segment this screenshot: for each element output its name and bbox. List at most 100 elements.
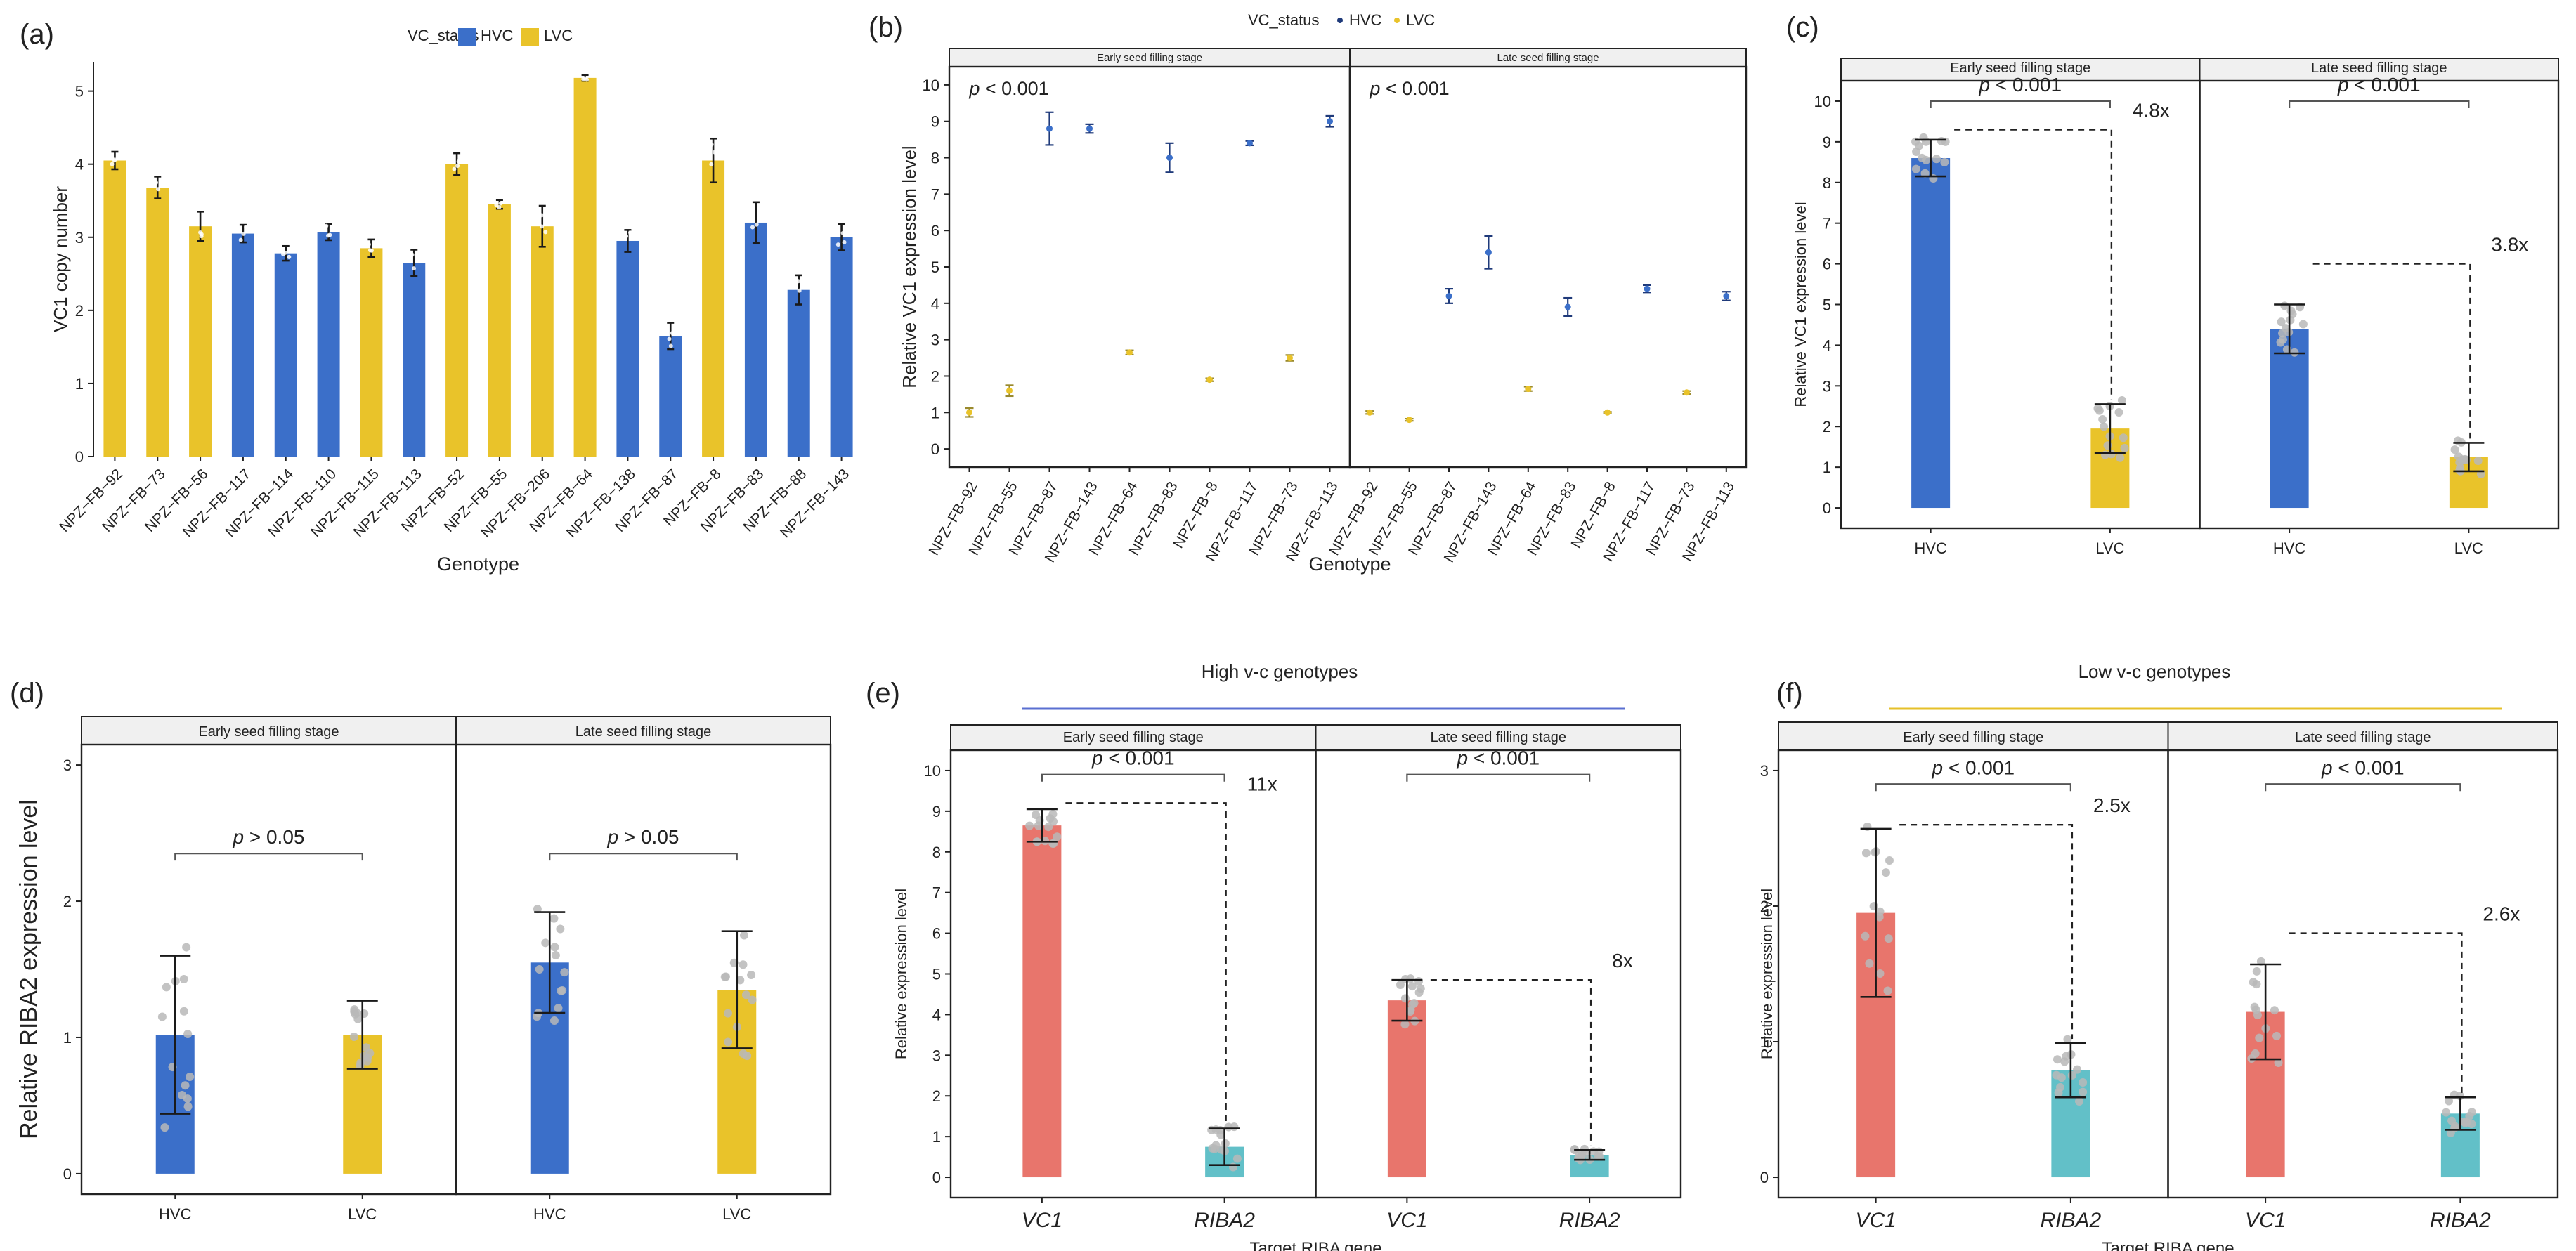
x-tick-label: VC1 [1386, 1209, 1427, 1232]
data-point [157, 1012, 167, 1021]
data-point [1086, 125, 1093, 132]
y-tick-label: 0 [1823, 499, 1831, 517]
data-point [1885, 856, 1894, 865]
data-point [2120, 443, 2129, 452]
legend-label-hvc: HVC [481, 27, 514, 44]
data-point [2063, 1035, 2072, 1044]
data-point [1208, 1144, 1217, 1153]
y-tick-label: 10 [1814, 93, 1831, 110]
y-tick-label: 3 [1823, 377, 1831, 395]
data-point [1232, 1154, 1242, 1163]
facet-label: Late seed filling stage [2295, 730, 2431, 745]
y-axis-title: Relative RIBA2 expression level [15, 799, 42, 1139]
y-tick-label: 0 [931, 440, 939, 458]
data-point [624, 234, 629, 239]
legend-dot-hvc [1337, 18, 1343, 23]
data-point [1228, 1162, 1237, 1172]
significance-bracket [1041, 773, 1225, 782]
bar [488, 204, 511, 457]
data-point [797, 288, 802, 293]
bar [403, 263, 426, 457]
data-point [1911, 137, 1920, 146]
y-tick-label: 4 [1823, 336, 1831, 354]
panel-label-e: (e) [866, 678, 900, 709]
y-tick-label: 1 [932, 1128, 941, 1146]
legend-title: VC_status [1248, 11, 1320, 29]
x-tick-label: VC1 [1855, 1209, 1896, 1232]
data-point [1410, 999, 1419, 1008]
data-point [670, 331, 675, 336]
data-point [199, 232, 204, 237]
p-value: p > 0.05 [607, 826, 679, 848]
data-point [736, 976, 745, 985]
facet-frame [2167, 749, 2559, 1199]
data-point [712, 150, 717, 155]
data-point [282, 250, 287, 255]
facet-strip [2167, 721, 2558, 751]
data-point [1564, 303, 1571, 310]
bar [702, 160, 725, 457]
x-tick-label: VC1 [2245, 1209, 2286, 1232]
facet-frame [1777, 749, 2169, 1199]
data-point [1044, 823, 1053, 832]
panel-label-a: (a) [20, 19, 54, 50]
fold-change-label: 2.5x [2093, 794, 2131, 816]
data-point [2277, 317, 2286, 327]
x-tick-label: LVC [2454, 539, 2483, 557]
data-point [724, 1037, 733, 1047]
data-point [2252, 967, 2261, 976]
data-point [2270, 1006, 2279, 1015]
data-point [497, 205, 502, 210]
data-point [349, 1033, 358, 1042]
y-tick-label: 0 [75, 448, 84, 466]
data-point [112, 158, 117, 163]
y-tick-label: 7 [1823, 215, 1831, 232]
bar [1911, 158, 1951, 509]
data-point [2450, 445, 2459, 454]
y-tick-label: 6 [931, 222, 939, 240]
y-tick-label: 8 [932, 844, 941, 861]
bar [360, 248, 383, 457]
data-point [966, 409, 972, 416]
y-tick-label: 9 [931, 113, 939, 131]
data-point [494, 202, 499, 207]
y-tick-label: 0 [1760, 1169, 1769, 1186]
fold-change-line [1954, 129, 2113, 400]
x-tick-label: HVC [2273, 539, 2306, 557]
data-point [456, 159, 461, 164]
data-point [110, 162, 115, 166]
x-tick-label: RIBA2 [1559, 1209, 1620, 1232]
data-point [2074, 1097, 2083, 1106]
data-point [1604, 409, 1611, 416]
data-point [748, 995, 757, 1004]
x-tick-label: LVC [722, 1205, 751, 1223]
y-tick-label: 0 [932, 1169, 941, 1186]
y-tick-label: 6 [1823, 256, 1831, 273]
data-point [747, 970, 756, 979]
significance-bracket [549, 853, 738, 861]
data-point [1911, 164, 1920, 173]
bar [231, 233, 254, 457]
y-tick-label: 0 [63, 1165, 72, 1183]
y-tick-label: 1 [63, 1029, 72, 1047]
data-point [668, 343, 673, 348]
data-point [183, 1102, 193, 1111]
facet-frame [949, 749, 1317, 1199]
data-point [581, 77, 586, 81]
y-tick-label: 5 [75, 83, 84, 100]
data-point [183, 1029, 193, 1038]
data-point [1126, 349, 1133, 356]
data-point [1166, 155, 1173, 162]
data-point [1407, 982, 1417, 991]
legend-label-hvc: HVC [1349, 11, 1382, 29]
data-point [178, 1091, 187, 1100]
bar [616, 240, 639, 457]
significance-bracket [1875, 783, 2071, 792]
data-point [181, 1081, 190, 1090]
facet-frame [1840, 79, 2201, 530]
bar [787, 289, 810, 457]
data-point [2079, 1078, 2088, 1087]
data-point [549, 1016, 559, 1025]
y-tick-label: 10 [923, 77, 939, 94]
